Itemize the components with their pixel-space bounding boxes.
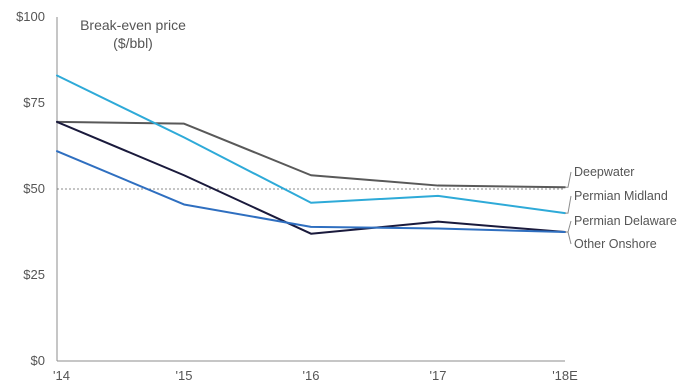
legend-leader <box>565 195 572 214</box>
y-tick-labels: $0 $25 $50 $75 $100 <box>16 9 45 368</box>
y-tick-label: $75 <box>23 95 45 110</box>
chart-subtitle: ($/bbl) <box>113 35 153 51</box>
legend-leader <box>565 171 572 188</box>
series-line-permian-midland <box>56 74 566 215</box>
series-line-deepwater <box>56 120 566 189</box>
legend-leader <box>565 231 572 245</box>
y-tick-label: $0 <box>31 353 45 368</box>
series-lines <box>56 74 566 235</box>
x-tick-label: '18E <box>552 368 578 383</box>
legend-label-permian-midland: Permian Midland <box>574 189 668 203</box>
y-tick-label: $50 <box>23 181 45 196</box>
x-tick-label: '16 <box>303 368 320 383</box>
chart-title: Break-even price <box>80 17 186 33</box>
legend-label-permian-delaware: Permian Delaware <box>574 214 677 228</box>
legend-leader <box>565 220 572 233</box>
legend: Deepwater Permian Midland Permian Delaware… <box>565 165 677 251</box>
y-tick-label: $25 <box>23 267 45 282</box>
legend-label-other-onshore: Other Onshore <box>574 237 657 251</box>
legend-label-deepwater: Deepwater <box>574 165 634 179</box>
x-tick-labels: '14 '15 '16 '17 '18E <box>53 368 578 383</box>
y-tick-label: $100 <box>16 9 45 24</box>
x-tick-label: '17 <box>430 368 447 383</box>
x-tick-label: '14 <box>53 368 70 383</box>
series-line-other-onshore <box>56 150 566 233</box>
x-tick-label: '15 <box>176 368 193 383</box>
series-line-permian-delaware <box>56 120 566 235</box>
